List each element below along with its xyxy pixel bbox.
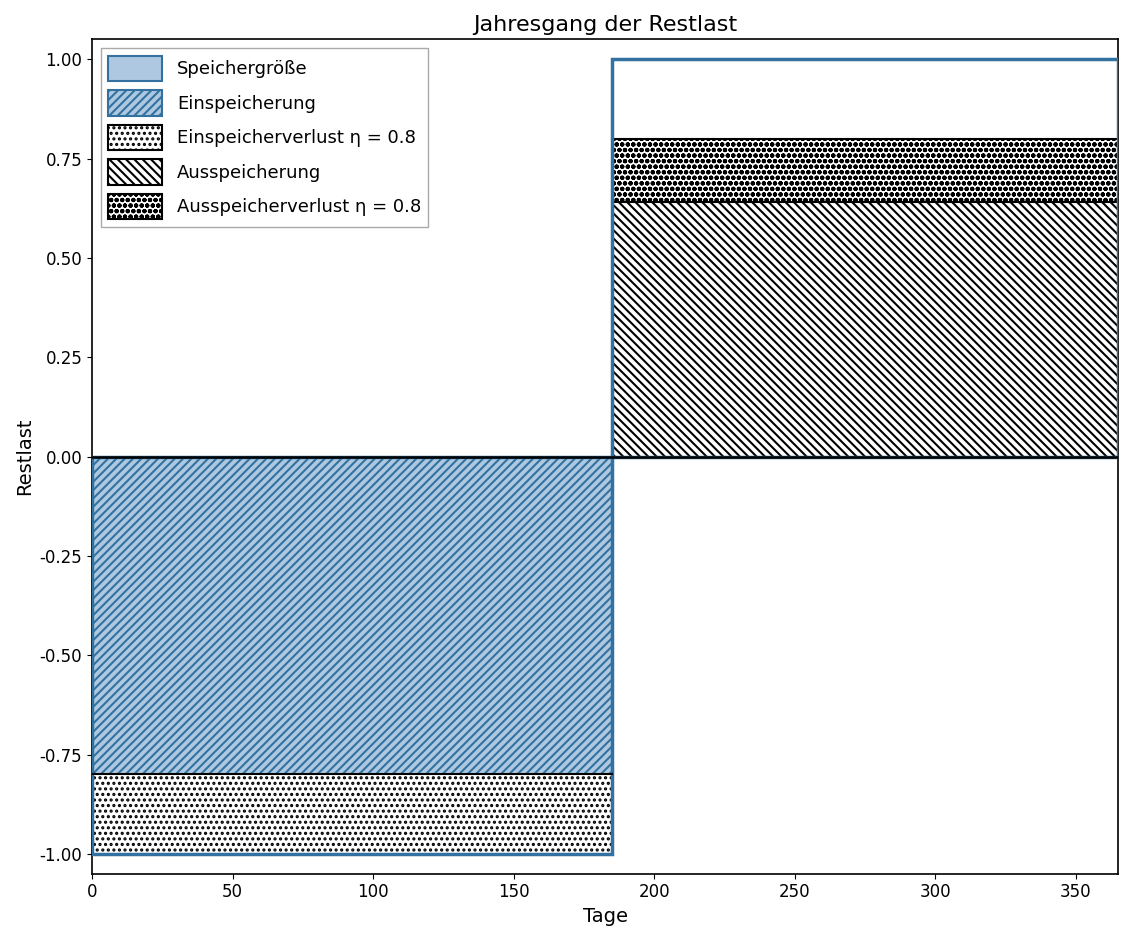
Bar	[92, 774, 612, 853]
Legend: Speichergröße, Einspeicherung, Einspeicherverlust η = 0.8, Ausspeicherung, Aussp: Speichergröße, Einspeicherung, Einspeich…	[101, 48, 428, 227]
Y-axis label: Restlast: Restlast	[15, 418, 34, 495]
Bar	[612, 202, 1118, 456]
Bar	[92, 456, 612, 774]
Bar	[612, 138, 1118, 202]
X-axis label: Tage: Tage	[582, 907, 628, 926]
Bar	[92, 774, 612, 853]
Title: Jahresgang der Restlast: Jahresgang der Restlast	[472, 15, 738, 35]
Bar	[612, 59, 1118, 456]
Bar	[92, 456, 612, 774]
Bar	[612, 59, 1118, 138]
Bar	[92, 456, 612, 853]
Bar	[612, 59, 1118, 456]
